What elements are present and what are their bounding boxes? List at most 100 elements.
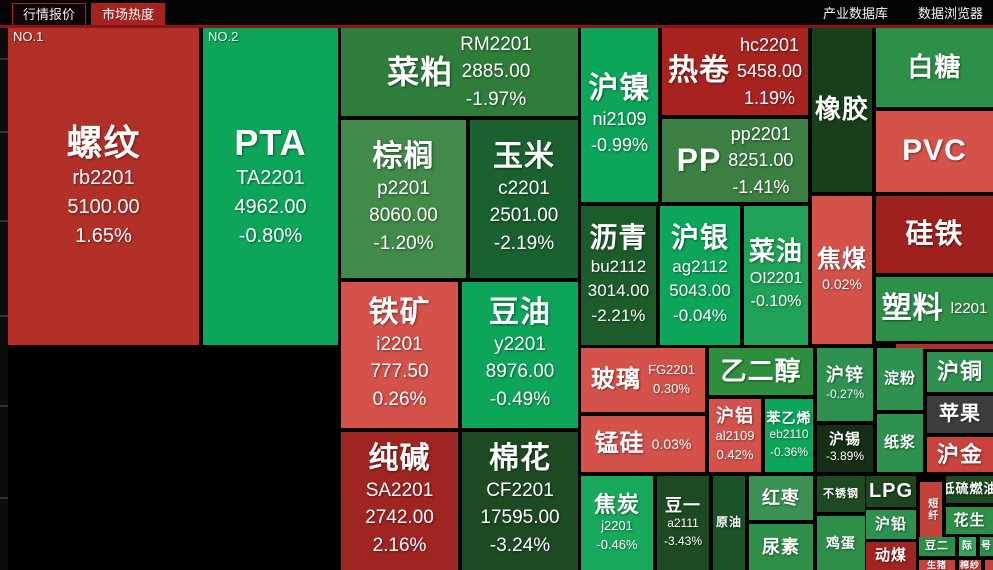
tile-styrene[interactable]: 苯乙烯 eb2110 -0.36% <box>765 399 813 472</box>
tile-rubber[interactable]: 橡胶 <box>812 28 872 192</box>
tile-short-fiber[interactable]: 短纤 <box>920 482 942 538</box>
tile-name: 焦煤 <box>817 246 867 274</box>
tile-change: -0.49% <box>489 389 551 411</box>
tile-code: al2109 <box>715 428 755 443</box>
tile-name: 菜油 <box>748 236 803 267</box>
tile-starch[interactable]: 淀粉 <box>877 348 923 410</box>
tile-price: 2742.00 <box>365 507 434 529</box>
tile-aluminum[interactable]: 沪铝 al2109 0.42% <box>709 399 761 472</box>
tile-price: 2501.00 <box>489 205 559 227</box>
tile-apple[interactable]: 苹果 <box>927 396 993 433</box>
tile-name: 豆二 <box>925 540 949 553</box>
tile-rank: NO.2 <box>208 29 239 44</box>
tile-intl-copper[interactable]: 际 <box>959 537 976 556</box>
tile-change: 0.26% <box>372 389 427 411</box>
tile-name: 豆一 <box>665 495 701 515</box>
tile-corn[interactable]: 玉米 c2201 2501.00 -2.19% <box>470 120 578 278</box>
link-industry-database[interactable]: 产业数据库 <box>822 6 888 21</box>
tile-code: l2201 <box>950 300 988 318</box>
tile-clipped-b[interactable] <box>985 560 993 570</box>
tile-crude-oil[interactable]: 原油 <box>713 476 745 570</box>
tile-change: -2.19% <box>493 233 555 255</box>
tile-price: 3014.00 <box>587 281 650 301</box>
link-data-browser[interactable]: 数据浏览器 <box>917 6 983 21</box>
tile-pta[interactable]: NO.2 PTA TA2201 4962.00 -0.80% <box>203 28 338 345</box>
tile-code: c2201 <box>498 177 550 199</box>
tile-pvc[interactable]: PVC <box>876 111 993 192</box>
tile-nickel[interactable]: 沪镍 ni2109 -0.99% <box>581 28 658 202</box>
tile-palm-oil[interactable]: 棕榈 p2201 8060.00 -1.20% <box>341 120 466 278</box>
tile-low-sulfur-fuel[interactable]: 低硫燃油 <box>946 476 993 503</box>
tile-soda-ash[interactable]: 纯碱 SA2201 2742.00 2.16% <box>341 432 458 570</box>
tile-sugar[interactable]: 白糖 <box>876 28 993 107</box>
tile-code: ni2109 <box>592 109 647 130</box>
tile-tin[interactable]: 沪锡 -3.89% <box>817 425 873 472</box>
tile-name: 铁矿 <box>368 296 431 330</box>
tile-hot-coil[interactable]: 热卷 hc2201 5458.00 1.19% <box>662 28 808 115</box>
tile-clipped-a[interactable] <box>896 344 993 349</box>
tile-ferrosilicon[interactable]: 硅铁 <box>876 196 993 273</box>
tile-plastic[interactable]: 塑料 l2201 <box>876 277 993 341</box>
tile-price: 8060.00 <box>369 205 438 227</box>
tile-coke[interactable]: 焦炭 j2201 -0.46% <box>581 476 653 570</box>
tile-name: 纸浆 <box>883 434 916 452</box>
tile-price: 777.50 <box>370 361 429 383</box>
tile-rapeseed-oil[interactable]: 菜油 OI2201 -0.10% <box>744 206 808 345</box>
tile-price: 4962.00 <box>234 195 307 218</box>
left-strip-tick <box>0 58 8 60</box>
tile-thermal-coal[interactable]: 动煤 <box>866 542 916 570</box>
tile-zinc[interactable]: 沪锌 -0.27% <box>817 348 873 421</box>
tile-lpg[interactable]: LPG <box>866 476 916 507</box>
tile-change: -3.43% <box>663 533 703 548</box>
tile-lead[interactable]: 沪铅 <box>866 510 916 539</box>
tile-pulp[interactable]: 纸浆 <box>877 414 923 472</box>
tile-urea[interactable]: 尿素 <box>749 524 813 570</box>
tile-cotton[interactable]: 棉花 CF2201 17595.00 -3.24% <box>462 432 578 570</box>
tile-copper[interactable]: 沪铜 <box>927 352 993 392</box>
tile-gold[interactable]: 沪金 <box>927 437 993 472</box>
tile-price: 5043.00 <box>669 281 731 301</box>
tile-soybean-b[interactable]: 豆二 <box>919 537 955 556</box>
tile-pp[interactable]: PP pp2201 8251.00 -1.41% <box>662 119 808 202</box>
tile-change: -2.21% <box>591 305 646 325</box>
tile-rubber-20[interactable]: 号 <box>980 537 993 556</box>
tile-name: 棉纱 <box>959 560 980 570</box>
tile-cotton-yarn[interactable]: 棉纱 <box>959 560 981 570</box>
tile-stainless-steel[interactable]: 不锈钢 <box>817 476 865 512</box>
tile-rank: NO.1 <box>13 29 44 44</box>
tile-name: 苯乙烯 <box>766 410 812 427</box>
tile-soybean-oil[interactable]: 豆油 y2201 8976.00 -0.49% <box>462 282 578 428</box>
tile-jujube[interactable]: 红枣 <box>749 476 813 520</box>
tile-silver[interactable]: 沪银 ag2112 5043.00 -0.04% <box>660 206 740 345</box>
tile-price: 5458.00 <box>736 61 803 82</box>
tile-name: 棉花 <box>489 442 551 476</box>
tile-code: j2201 <box>601 517 633 533</box>
tile-code: TA2201 <box>236 166 305 189</box>
tile-egg[interactable]: 鸡蛋 <box>817 516 865 570</box>
top-bar: 行情报价 市场热度 产业数据库 数据浏览器 <box>0 0 993 26</box>
tile-glass[interactable]: 玻璃 FG2201 0.30% <box>581 348 705 412</box>
tile-ethylene-glycol[interactable]: 乙二醇 <box>709 348 813 395</box>
tile-coking-coal[interactable]: 焦煤 0.02% <box>812 196 872 344</box>
tile-name: 短纤 <box>925 498 937 522</box>
tile-change: -0.36% <box>769 444 809 459</box>
tile-price: 8976.00 <box>485 361 555 383</box>
tile-hog[interactable]: 生猪 <box>919 560 955 570</box>
tile-name: 花生 <box>953 511 986 529</box>
tile-change: -0.80% <box>238 224 303 247</box>
tile-name: 动煤 <box>874 547 907 565</box>
tile-code: pp2201 <box>730 124 791 145</box>
tile-soybean-a[interactable]: 豆一 a2111 -3.43% <box>657 476 709 570</box>
tile-manganese-silicon[interactable]: 锰硅 0.03% <box>581 416 705 472</box>
left-strip-tick <box>0 405 8 407</box>
tile-iron-ore[interactable]: 铁矿 i2201 777.50 0.26% <box>341 282 458 428</box>
tile-rebar[interactable]: NO.1 螺纹 rb2201 5100.00 1.65% <box>8 28 199 345</box>
tile-rapeseed-meal[interactable]: 菜粕 RM2201 2885.00 -1.97% <box>341 28 578 116</box>
tile-change: 1.19% <box>743 87 796 108</box>
tile-peanut[interactable]: 花生 <box>946 507 993 534</box>
tile-name: 沪铅 <box>874 515 907 533</box>
tile-name: 白糖 <box>907 51 962 82</box>
tile-bitumen[interactable]: 沥青 bu2112 3014.00 -2.21% <box>581 206 656 345</box>
tile-name: 原油 <box>715 515 742 530</box>
tile-name: 菜粕 <box>387 53 454 90</box>
